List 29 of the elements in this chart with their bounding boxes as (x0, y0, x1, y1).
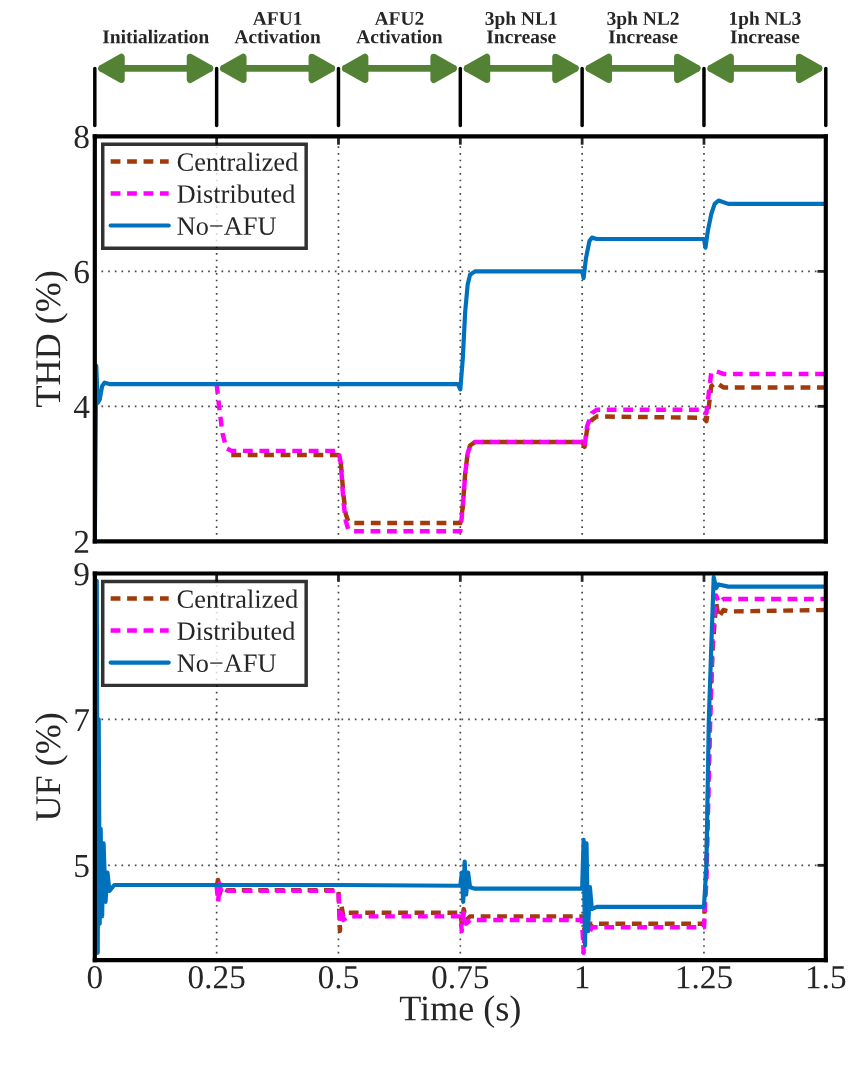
y-tick-label: 2 (74, 530, 89, 553)
x-axis-title: Time (s) (399, 995, 520, 1028)
legend-label: No−AFU (177, 217, 276, 235)
x-tick-label: 1 (576, 966, 589, 989)
y-tick-label: 9 (74, 563, 89, 586)
x-tick-label: 1.25 (677, 966, 732, 989)
x-tick-label: 0.75 (432, 965, 489, 989)
x-tick-label: 1.5 (807, 966, 846, 989)
legend-label: Centralized (177, 589, 298, 609)
y-tick-label: 8 (74, 125, 89, 149)
x-tick-label: 0.25 (188, 965, 245, 989)
x-tick-label: 0 (87, 965, 102, 989)
y-tick-label: 6 (74, 260, 89, 284)
x-tick-label: 0.5 (318, 965, 359, 989)
text: 3ph NL2 Increase (607, 11, 679, 44)
legend-label: Distributed (177, 621, 296, 641)
y-tick-label: 5 (75, 855, 89, 878)
y-axis-title: THD (%) (34, 271, 68, 407)
legend-label: Distributed (177, 184, 296, 203)
text: 3ph NL1 Increase (485, 11, 557, 44)
legend-label: Centralized (177, 152, 298, 171)
text: 1ph NL3 Increase (729, 11, 801, 44)
y-tick-label: 4 (73, 395, 90, 418)
y-tick-label: 7 (75, 709, 89, 731)
legend-label: No−AFU (177, 654, 276, 673)
text: AFU1 Activation (234, 12, 321, 44)
y-axis-title: UF (%) (34, 713, 68, 821)
text: AFU2 Activation (356, 12, 443, 44)
text: Initialization (102, 29, 209, 44)
